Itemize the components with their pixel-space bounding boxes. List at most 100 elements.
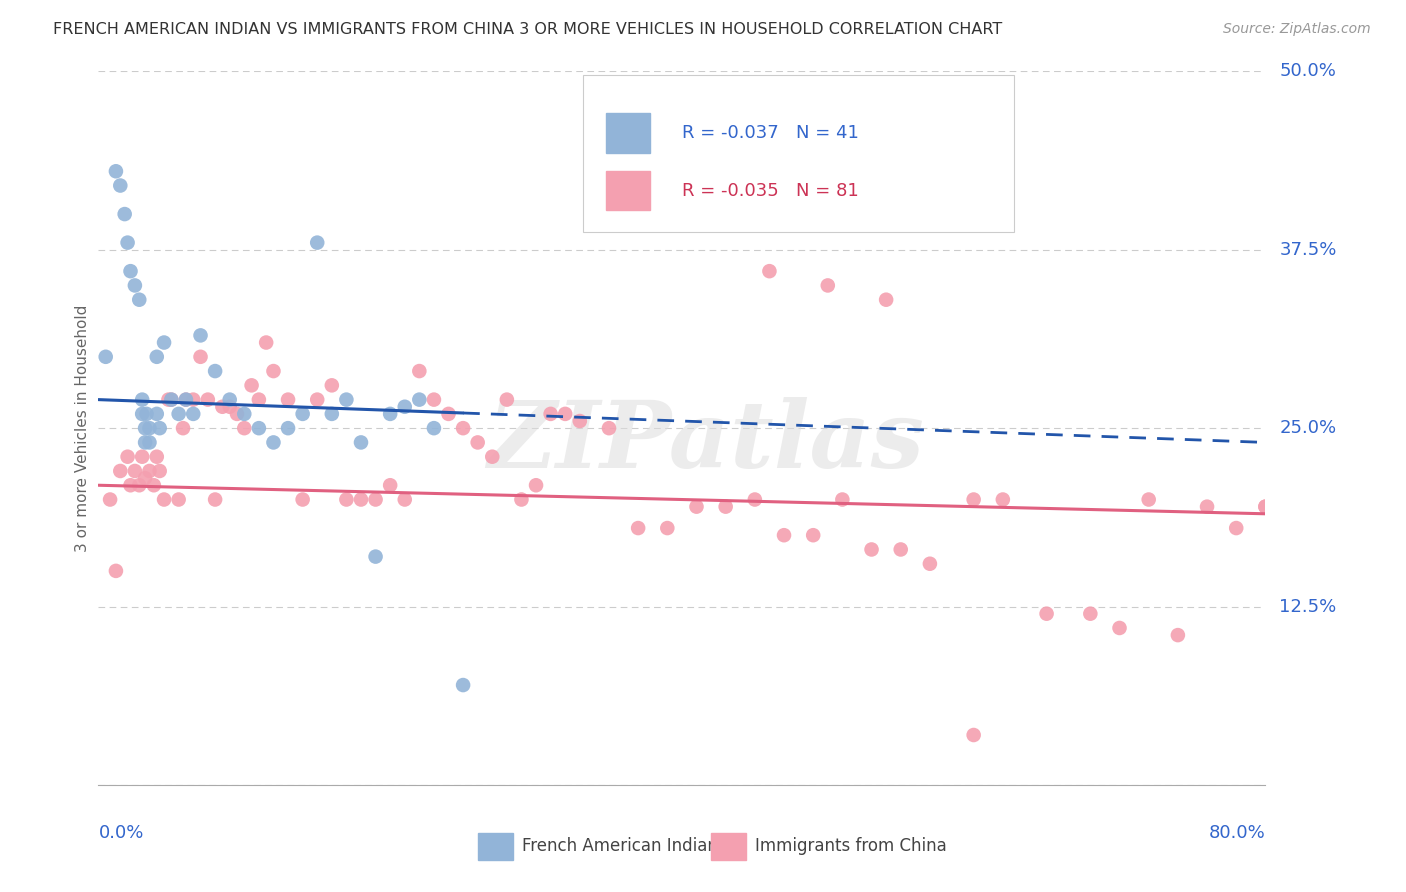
Bar [606,113,651,153]
Point [124,278,146,293]
Point [120,478,142,492]
Point [204,364,226,378]
Point [481,450,503,464]
Point [138,421,160,435]
Point [350,435,373,450]
Text: R = -0.035   N = 81: R = -0.035 N = 81 [682,182,859,200]
Point [138,435,160,450]
Point [467,435,489,450]
Point [131,392,153,407]
Point [197,392,219,407]
Point [291,492,314,507]
Text: FRENCH AMERICAN INDIAN VS IMMIGRANTS FROM CHINA 3 OR MORE VEHICLES IN HOUSEHOLD : FRENCH AMERICAN INDIAN VS IMMIGRANTS FRO… [53,22,1002,37]
Point [174,392,197,407]
Point [423,421,446,435]
Point [860,542,883,557]
Point [117,450,139,464]
Point [94,350,117,364]
Point [700,150,723,164]
Point [510,492,533,507]
Point [120,264,142,278]
Text: Immigrants from China: Immigrants from China [755,838,948,855]
Point [134,471,156,485]
Bar [478,833,513,860]
Point [364,549,387,564]
Point [131,407,153,421]
Point [394,400,416,414]
Point [146,407,169,421]
Text: French American Indians: French American Indians [522,838,727,855]
Point [142,478,165,492]
Point [110,464,132,478]
Point [128,478,150,492]
Point [117,235,139,250]
Point [380,407,402,421]
Point [226,407,249,421]
Point [218,400,240,414]
Point [962,492,984,507]
Point [758,264,780,278]
Text: 37.5%: 37.5% [1279,241,1337,259]
Point [247,421,270,435]
Point [627,521,650,535]
Point [1035,607,1057,621]
Point [124,464,146,478]
Point [918,557,941,571]
Point [1195,500,1218,514]
Point [128,293,150,307]
Point [149,421,172,435]
Point [524,478,547,492]
Point [262,435,284,450]
Point [831,492,853,507]
Point [335,492,357,507]
Point [321,378,343,392]
Point [204,492,226,507]
Point [380,478,402,492]
Point [451,421,474,435]
Point [277,392,299,407]
Point [598,421,620,435]
Point [138,464,160,478]
Point [685,500,707,514]
Point [1225,521,1247,535]
Point [153,492,176,507]
Point [890,542,912,557]
Point [1254,500,1277,514]
Point [962,728,984,742]
Point [321,407,343,421]
Point [114,207,136,221]
Point [540,407,562,421]
Point [190,350,212,364]
Point [160,392,183,407]
Point [134,435,156,450]
Point [172,421,194,435]
Text: 0.0%: 0.0% [98,824,143,842]
Bar [711,833,747,860]
Point [496,392,519,407]
Point [277,421,299,435]
Point [801,528,824,542]
Point [146,350,169,364]
Point [110,178,132,193]
Point [240,378,263,392]
Point [554,407,576,421]
Point [1137,492,1160,507]
Point [408,364,430,378]
Text: 80.0%: 80.0% [1209,824,1265,842]
Y-axis label: 3 or more Vehicles in Household: 3 or more Vehicles in Household [75,304,90,552]
Point [350,492,373,507]
Point [190,328,212,343]
Point [364,492,387,507]
Point [657,521,679,535]
Point [104,164,127,178]
Point [181,392,204,407]
Point [394,492,416,507]
Point [98,492,121,507]
Point [247,392,270,407]
Point [134,421,156,435]
Text: Source: ZipAtlas.com: Source: ZipAtlas.com [1223,22,1371,37]
Point [423,392,446,407]
Text: ZIPatlas: ZIPatlas [486,398,924,487]
Point [773,528,796,542]
Point [641,150,664,164]
